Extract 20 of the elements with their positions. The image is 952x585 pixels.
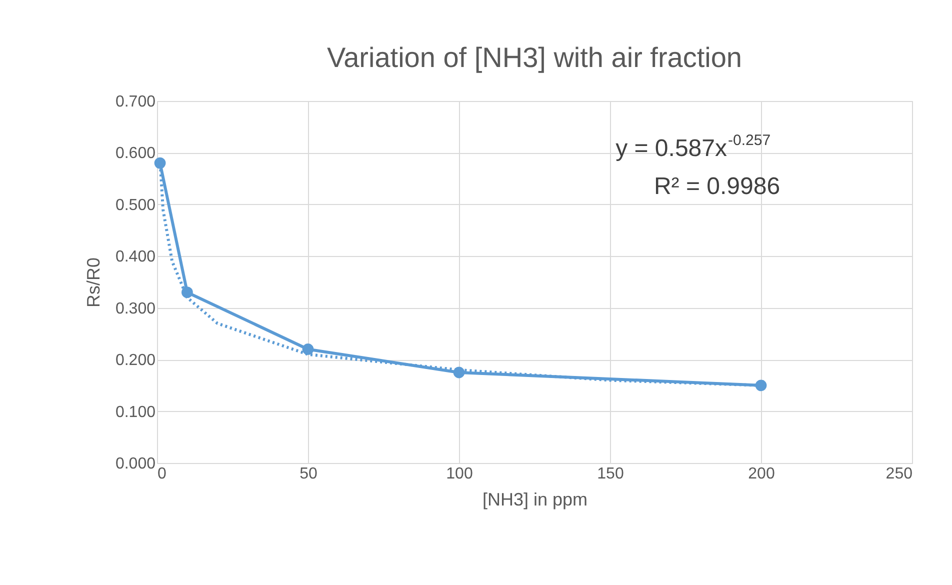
y-axis-title: Rs/R0 <box>83 257 104 308</box>
x-axis-title: [NH3] in ppm <box>482 490 588 510</box>
x-tick-label: 0 <box>158 466 166 482</box>
x-tick-label: 200 <box>748 466 775 482</box>
y-tick-label: 0.400 <box>115 248 156 266</box>
y-tick-label: 0.100 <box>115 404 156 421</box>
y-tick-label: 0.600 <box>115 145 156 162</box>
chart-title: Variation of [NH3] with air fraction <box>327 42 742 73</box>
y-tick-label: 0.200 <box>115 352 156 370</box>
point <box>755 380 767 392</box>
y-tick-label: 0.000 <box>115 456 156 472</box>
x-tick-label: 250 <box>886 466 913 482</box>
annotation: R² = 0.9986 <box>654 173 780 200</box>
point <box>302 344 314 355</box>
x-tick-label: 100 <box>446 466 473 482</box>
x-tick-label: 50 <box>300 466 318 482</box>
y-tick-label: 0.500 <box>115 196 156 214</box>
y-tick-label: 0.300 <box>115 300 156 318</box>
y-tick-label: 0.700 <box>115 94 156 110</box>
x-tick-label: 150 <box>597 466 624 482</box>
